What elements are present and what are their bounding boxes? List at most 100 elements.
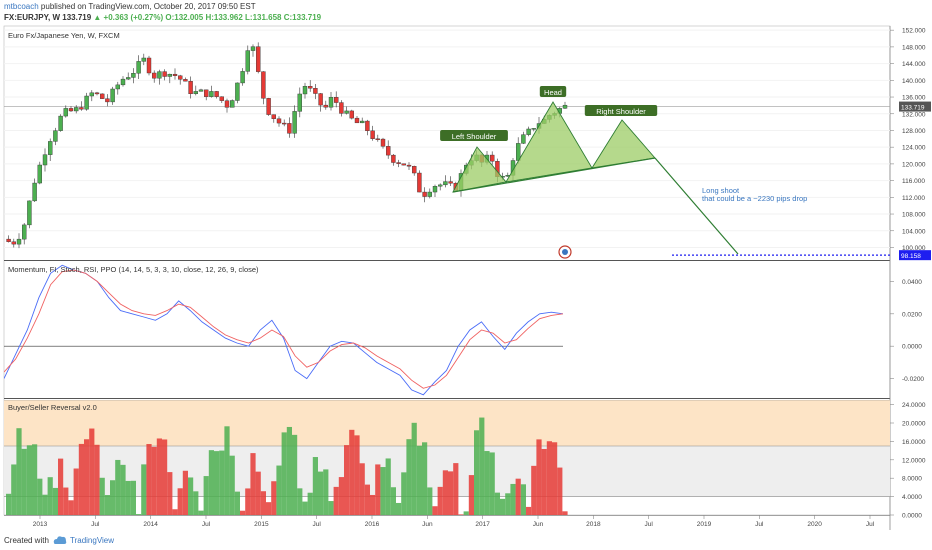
price-axis[interactable]: 100.000 104.000 108.000 112.000 116.000 120.0… [890,28,931,520]
candle-body [328,97,334,108]
head-label-bg [539,86,567,97]
last-price: 133.719 [62,13,92,22]
chart-header: mtbcoach published on TradingView.com, O… [0,0,932,26]
x-tick-label: 2017 [475,521,490,528]
buyer-area [422,442,428,515]
candle-body [110,88,115,103]
seller-area [266,502,272,515]
seller-area [546,441,552,515]
neckline [452,157,656,193]
seller-area [172,509,178,515]
buyer-area [234,491,240,515]
candle-body [417,172,422,193]
candle-body [266,98,271,115]
candle-body [302,86,308,95]
buyer-seller-pane[interactable] [4,400,890,515]
candle-body [162,71,167,77]
momentum-tick-label: -0.0200 [902,376,924,383]
candle-body [79,107,84,110]
momentum-tick-label: 0.0000 [902,344,922,351]
buyer-area [26,445,32,515]
buyer-area [141,464,147,515]
buyer-area [323,469,329,515]
candle-body [344,110,349,114]
momentum-series-1 [4,269,564,389]
price-pane[interactable] [4,29,890,249]
price-tick-label: 116.000 [902,178,925,185]
alert-icon[interactable] [558,245,572,259]
candle-body [53,130,58,142]
price-change: ▲ +0.363 (+0.27%) [93,13,164,22]
buyer-area [110,480,116,515]
candle-body [125,77,131,80]
tradingview-logo-icon[interactable] [52,533,68,547]
buyer-area [16,428,22,515]
candle-body [292,111,297,134]
ohlc-high: H:133.962 [205,13,243,22]
buyer-area [520,484,526,515]
symbol-label[interactable]: FX:EURJPY, W [4,13,61,22]
right-shoulder-label: Right Shoulder [584,105,658,116]
candle-body [141,57,147,62]
candle-body [349,110,354,119]
candle-body [27,200,32,226]
seller-area [437,486,443,515]
seller-area [255,471,261,515]
candle-body [261,71,266,99]
candle-body [37,164,42,184]
created-with-label: Created with [4,536,49,545]
buyer-area [125,480,131,515]
buyer-area [198,510,204,515]
publish-info: published on TradingView.com, October 20… [40,2,256,11]
buyer-area [286,426,292,515]
price-tick-label: 140.000 [902,78,926,85]
buyer-area [505,493,511,515]
candle-body [94,92,100,95]
momentum-pane[interactable] [4,264,564,396]
candle-body [105,98,110,103]
buyer-area [416,445,422,515]
candle-body [448,181,453,184]
momentum-pane-title: Momentum, FI, Stoch, RSI, PPO (14, 14, 5… [8,265,259,274]
buyer-area [52,487,58,515]
tradingview-brand[interactable]: TradingView [70,536,115,545]
x-tick-label: 2018 [586,521,601,528]
buyer-area [276,465,282,515]
seller-area [245,488,251,515]
last-price-tag-bg [899,101,931,112]
price-tick-label: 132.000 [902,111,926,118]
head-label-text: Head [544,88,562,97]
buyer-area [406,439,412,515]
seller-area [536,439,542,515]
buyer-area [489,452,495,515]
left-shoulder-label-text: Left Shoulder [452,132,497,141]
buyer-area [99,477,105,515]
time-axis[interactable]: 2013 Jul 2014 Jul 2015 Jul 2016 Jun 2017 Jun 2018 J… [33,515,875,528]
buyer-area [11,464,17,515]
projection-line [654,157,739,255]
candle-body [354,117,360,124]
seller-area [84,439,90,515]
buyer-area [500,498,506,515]
seller-area [375,464,381,515]
candle-body [177,75,183,80]
candle-body [401,163,406,166]
price-tick-label: 124.000 [902,145,926,152]
price-pane-title: Euro Fx/Japanese Yen, W, FXCM [8,31,120,40]
x-tick-label: Jul [645,521,654,528]
seller-area [78,443,84,515]
author-link[interactable]: mtbcoach [4,2,39,11]
footer: Created with TradingView [0,532,932,550]
candle-body [334,97,339,103]
candle-body [339,102,344,114]
buyer-area [214,451,220,515]
x-tick-label: 2019 [697,521,712,528]
candle-body [32,182,37,202]
seller-area [151,446,157,515]
seller-area [531,465,537,515]
seller-area [250,453,256,515]
buyer-area [292,434,298,515]
candle-body [6,238,11,242]
candle-body [365,120,370,132]
buyer-area [224,426,230,515]
